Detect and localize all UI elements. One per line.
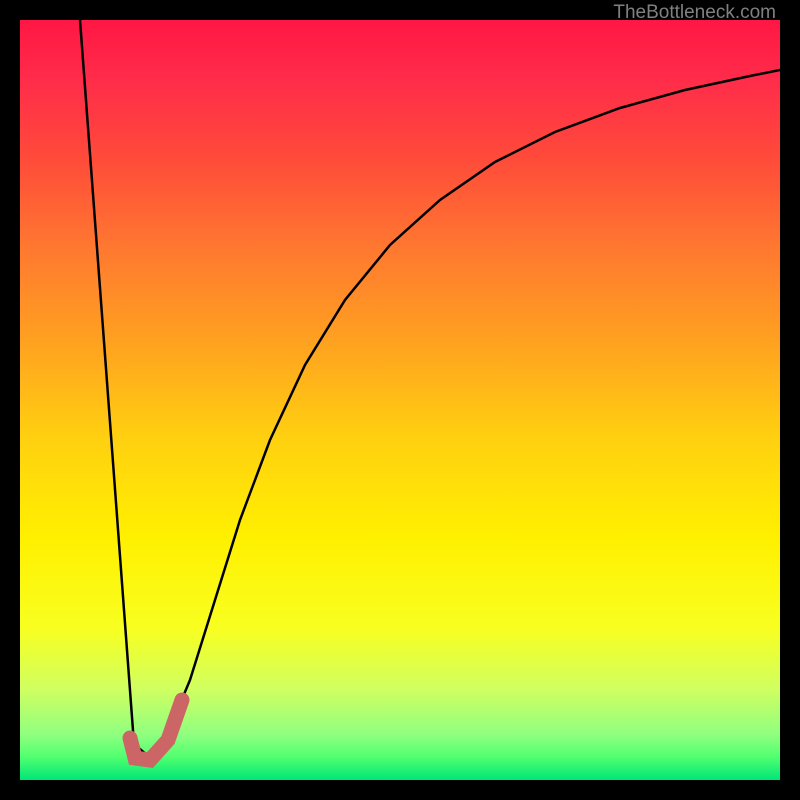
bottleneck-curve <box>80 20 780 756</box>
chart-curves <box>20 20 780 780</box>
optimal-point-marker <box>130 700 182 760</box>
bottleneck-chart <box>20 20 780 780</box>
